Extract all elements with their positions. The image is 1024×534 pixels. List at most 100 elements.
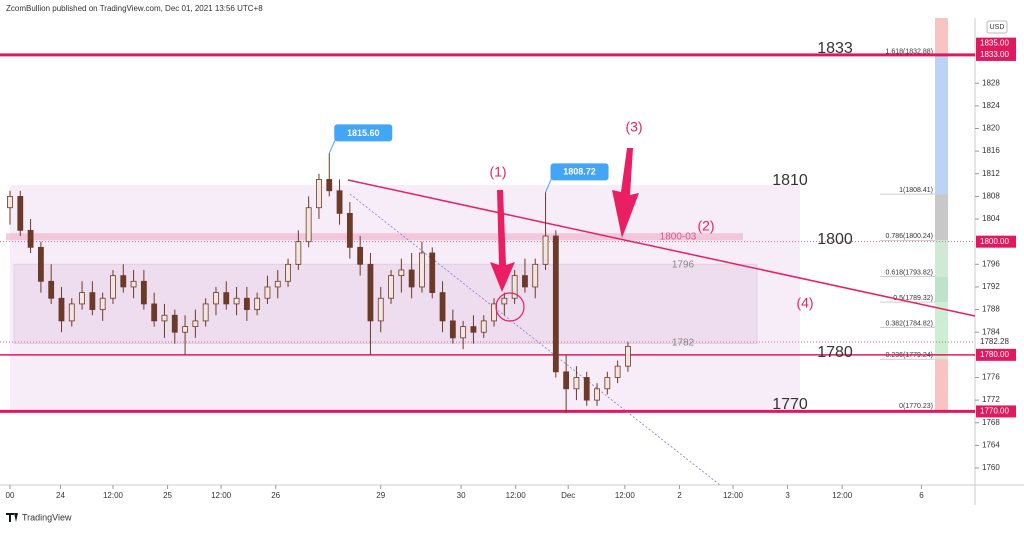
highlight-circle xyxy=(495,292,525,322)
y-tick-label: 1808 xyxy=(982,192,1000,201)
zone-label: 1800-03 xyxy=(660,232,697,243)
annotation: (4) xyxy=(796,295,813,311)
candle-body xyxy=(542,235,549,265)
level-label: 1780 xyxy=(817,344,853,361)
price-tag xyxy=(976,48,1016,61)
candle-body xyxy=(316,179,322,209)
fib-bar xyxy=(935,194,948,241)
fib-bar xyxy=(935,276,948,303)
candle-body xyxy=(58,297,65,322)
candle-body xyxy=(264,286,271,299)
candle-body xyxy=(573,377,580,390)
x-tick-label: 12:00 xyxy=(615,491,636,500)
candle-body xyxy=(367,263,374,322)
y-tick-label: 1764 xyxy=(982,440,1000,449)
candle-body xyxy=(223,292,230,305)
fib-label: 0(1770.23) xyxy=(899,403,933,410)
y-tick-label: 1768 xyxy=(982,418,1000,427)
fib-label: 0.5(1789.32) xyxy=(893,295,933,302)
x-tick-label: 30 xyxy=(457,491,466,500)
candle-body xyxy=(243,297,250,310)
callout-stem xyxy=(328,139,336,154)
candle-body xyxy=(305,207,312,243)
candle-body xyxy=(408,269,415,288)
candle-body xyxy=(233,297,240,305)
price-tag-label: 1770.00 xyxy=(980,407,1009,416)
x-tick-label: 12:00 xyxy=(506,491,527,500)
y-tick-label: 1824 xyxy=(982,101,1000,110)
x-tick-label: 00 xyxy=(6,491,15,500)
candle-body xyxy=(89,292,96,310)
x-tick-label: 24 xyxy=(56,491,65,500)
annotation: (1) xyxy=(489,164,506,180)
level-label: 1810 xyxy=(772,172,808,189)
currency-box xyxy=(986,20,1008,34)
candle-body xyxy=(295,241,302,265)
price-tag-label: 1800.00 xyxy=(980,237,1009,246)
logo xyxy=(6,513,18,522)
candle-body xyxy=(501,297,508,305)
annotation: (2) xyxy=(697,218,714,234)
x-tick-label: 12:00 xyxy=(832,491,853,500)
level-label: 1800 xyxy=(817,231,853,248)
price-tag xyxy=(976,405,1016,418)
x-tick-label: 12:00 xyxy=(103,491,124,500)
candle-body xyxy=(398,269,405,277)
price-tag xyxy=(976,335,1016,348)
candle-body xyxy=(377,297,384,322)
candle-body xyxy=(37,246,44,282)
candle-body xyxy=(151,303,158,322)
fib-label: 0.786(1800.24) xyxy=(886,233,933,240)
callout-stem xyxy=(545,178,552,193)
candle-body xyxy=(563,371,570,390)
candle-body xyxy=(68,303,75,322)
x-tick-label: 6 xyxy=(919,491,924,500)
candle-body xyxy=(357,246,364,265)
candle-body xyxy=(254,297,261,310)
price-tag xyxy=(976,235,1016,248)
candle-body xyxy=(604,377,611,390)
price-tag xyxy=(976,37,1016,50)
currency: USD xyxy=(990,24,1005,31)
candle-body xyxy=(202,303,209,322)
callout-label: 1815.60 xyxy=(347,128,380,138)
candle-body xyxy=(171,314,178,333)
candle-body xyxy=(460,326,467,339)
arrow xyxy=(612,148,639,238)
y-tick-label: 1792 xyxy=(982,282,1000,291)
candle-body xyxy=(583,377,590,401)
candle-body xyxy=(419,252,425,288)
y-tick-label: 1816 xyxy=(982,146,1000,155)
y-tick-label: 1796 xyxy=(982,259,1000,268)
candle-body xyxy=(161,314,168,322)
candle-body xyxy=(17,196,24,231)
annotation: (3) xyxy=(625,119,642,135)
fib-bar xyxy=(935,55,948,195)
candle-body xyxy=(326,179,333,192)
candle-body xyxy=(449,320,456,339)
y-tick-label: 1760 xyxy=(982,463,1000,472)
price-tag-label: 1780.00 xyxy=(980,350,1009,359)
candle-body xyxy=(48,280,55,299)
candle-body xyxy=(336,190,343,214)
candle-body xyxy=(99,297,106,310)
x-tick-label: 12:00 xyxy=(723,491,744,500)
x-tick-label: 3 xyxy=(785,491,790,500)
candle-body xyxy=(346,212,353,248)
price-tag xyxy=(976,348,1016,361)
fib-diagonal xyxy=(349,193,721,486)
y-tick-label: 1788 xyxy=(982,305,1000,314)
candle-body xyxy=(511,275,518,299)
zone-label: 1782 xyxy=(672,338,695,349)
callout-box xyxy=(334,124,393,142)
y-tick-label: 1784 xyxy=(982,327,1000,336)
candle-body xyxy=(79,292,85,305)
candle-body xyxy=(532,263,539,288)
arrow xyxy=(490,190,515,292)
y-tick-label: 1820 xyxy=(982,124,1000,133)
header: ZcomBullion published on TradingView.com… xyxy=(6,4,263,13)
plot: 1.618(1832.88) 1(1808.41) 0.786(1800.24) 0.… xyxy=(0,18,976,486)
fib-bar xyxy=(935,240,948,277)
